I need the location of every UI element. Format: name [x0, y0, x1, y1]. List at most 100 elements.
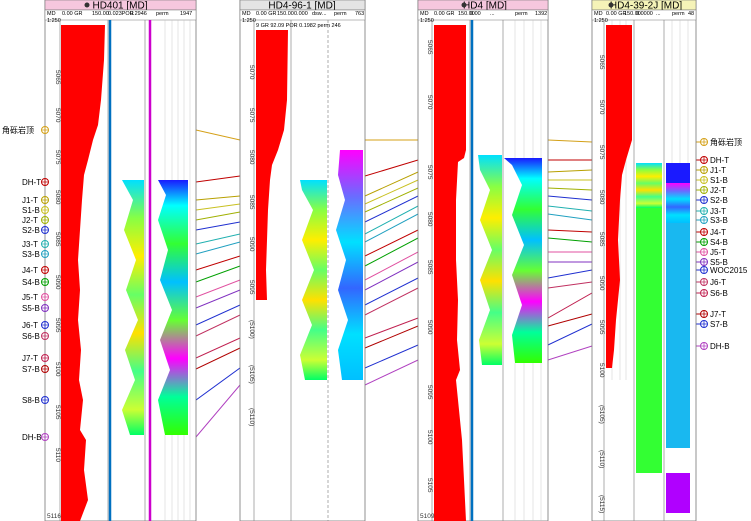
marker-label-left[interactable]: J1-T — [22, 196, 49, 205]
svg-text:150.00: 150.00 — [277, 11, 294, 17]
marker-name: J4-T — [710, 228, 726, 237]
well-track-hd4-96-1[interactable]: HD4-96-1 [MD] MD 0.00 GR 150.00 0.000 ds… — [239, 0, 366, 521]
gr-curve-hd4-39-2j — [606, 25, 632, 368]
marker-name: J4-T — [22, 266, 38, 275]
marker-name: J6-T — [710, 278, 726, 287]
marker-name: DH-B — [22, 433, 42, 442]
well-track-hd4[interactable]: HD4 [MD] MD 0.00 GR 150.00 0.00 ... perm… — [417, 0, 549, 521]
svg-text:...: ... — [322, 11, 327, 17]
marker-label-right[interactable]: J7-T — [700, 310, 727, 319]
marker-label-left[interactable]: J4-T — [22, 266, 49, 275]
marker-label-right[interactable]: S7-B — [700, 320, 728, 329]
well-symbol-icon — [461, 2, 467, 8]
marker-name: J5-T — [710, 248, 726, 257]
marker-label-left[interactable]: J7-T — [22, 354, 49, 363]
svg-text:5075: 5075 — [598, 145, 605, 160]
marker-label-left[interactable]: S7-B — [22, 365, 49, 374]
svg-text:1392: 1392 — [535, 11, 547, 17]
svg-text:(5100): (5100) — [248, 320, 255, 339]
track-header-hd401: MD 0.00 GR 150.00 0.023POR 0.2946 perm 1… — [47, 11, 192, 24]
marker-label-right[interactable]: S3-B — [700, 216, 728, 225]
marker-label-left[interactable]: 角砾岩顶 — [2, 125, 49, 135]
marker-label-right[interactable]: WOC2015 — [700, 266, 748, 275]
marker-name: 角砾岩顶 — [2, 125, 34, 135]
marker-name: S3-B — [710, 216, 728, 225]
marker-name: J7-T — [22, 354, 38, 363]
marker-label-left[interactable]: S5-B — [22, 304, 49, 313]
svg-text:0.00: 0.00 — [470, 11, 481, 17]
well-track-hd4-39-2j[interactable]: HD4-39-2J [MD] MD 0.00 GR 150.00 0.0000 … — [591, 0, 697, 521]
svg-text:5090: 5090 — [426, 320, 433, 335]
svg-text:5065: 5065 — [598, 55, 605, 70]
marker-label-left[interactable]: DH-B — [22, 433, 49, 442]
marker-label-right[interactable]: J2-T — [700, 186, 727, 195]
depth-scale-hd4-96-1: 5070 5075 5080 5085 5090 5095 (5100) (51… — [248, 65, 255, 426]
marker-label-right[interactable]: J4-T — [700, 228, 727, 237]
marker-label-right[interactable]: J6-T — [700, 278, 727, 287]
marker-name: S5-B — [710, 258, 728, 267]
marker-label-right[interactable]: S5-B — [700, 258, 728, 267]
correlation-line — [45, 129, 700, 143]
marker-label-right[interactable]: DH-T — [700, 156, 730, 165]
marker-label-right[interactable]: S4-B — [700, 238, 728, 247]
well-track-hd401[interactable]: HD401 [MD] MD 0.00 GR 150.00 0.023POR 0.… — [44, 0, 197, 521]
marker-name: S3-B — [22, 250, 40, 259]
svg-text:1:250: 1:250 — [242, 18, 256, 24]
marker-label-left[interactable]: S8-B — [22, 396, 49, 405]
marker-label-right[interactable]: S1-B — [700, 176, 728, 185]
svg-text:5080: 5080 — [248, 150, 255, 165]
correlation-line — [45, 281, 700, 337]
marker-label-left[interactable]: S1-B — [22, 206, 49, 215]
marker-name: J3-T — [22, 240, 38, 249]
svg-text:5090: 5090 — [248, 237, 255, 252]
marker-label-left[interactable]: S2-B — [22, 226, 49, 235]
marker-label-right[interactable]: 角砾岩顶 — [700, 137, 743, 147]
marker-label-left[interactable]: J2-T — [22, 216, 49, 225]
marker-name: DH-T — [710, 156, 729, 165]
svg-text:5075: 5075 — [54, 150, 61, 165]
marker-name: S2-B — [710, 196, 728, 205]
marker-label-right[interactable]: J1-T — [700, 166, 727, 175]
marker-name: 角砾岩顶 — [710, 137, 742, 147]
svg-text:0.00 GR: 0.00 GR — [256, 11, 277, 17]
marker-name: DH-T — [22, 178, 41, 187]
marker-name: S5-B — [22, 304, 40, 313]
track-header-hd4-96-1: MD 0.00 GR 150.00 0.000 dsw ... perm 763… — [242, 11, 364, 24]
svg-text:5105: 5105 — [426, 478, 433, 493]
svg-text:MD: MD — [420, 11, 429, 17]
svg-text:(5115): (5115) — [598, 495, 605, 513]
marker-label-right[interactable]: DH-B — [700, 342, 730, 351]
svg-text:5065: 5065 — [54, 70, 61, 85]
marker-label-left[interactable]: J6-T — [22, 321, 49, 330]
marker-label-right[interactable]: J3-T — [700, 207, 727, 216]
marker-label-right[interactable]: J5-T — [700, 248, 727, 257]
svg-text:0.0000: 0.0000 — [636, 11, 653, 17]
svg-text:1947: 1947 — [180, 11, 192, 17]
svg-text:perm: perm — [672, 11, 685, 17]
svg-text:0.2946: 0.2946 — [130, 11, 147, 17]
marker-label-right[interactable]: S2-B — [700, 196, 728, 205]
svg-text:5090: 5090 — [54, 275, 61, 290]
svg-text:0.00 GR: 0.00 GR — [606, 11, 627, 17]
svg-text:1:250: 1:250 — [420, 18, 434, 24]
marker-name: J2-T — [710, 186, 726, 195]
svg-text:5085: 5085 — [598, 232, 605, 247]
marker-label-right[interactable]: S6-B — [700, 289, 728, 298]
svg-text:5095: 5095 — [598, 320, 605, 335]
svg-text:perm: perm — [334, 11, 347, 17]
correlation-line — [45, 251, 700, 298]
marker-label-left[interactable]: S4-B — [22, 278, 49, 287]
correlation-line — [45, 187, 700, 221]
svg-text:5090: 5090 — [598, 276, 605, 291]
marker-label-left[interactable]: DH-T — [22, 178, 49, 187]
marker-label-left[interactable]: S3-B — [22, 250, 49, 259]
svg-text:...: ... — [490, 11, 495, 17]
correlation-line — [45, 195, 700, 231]
gr-curve-hd4-96-1 — [256, 30, 288, 300]
marker-label-left[interactable]: J5-T — [22, 293, 49, 302]
left-marker-labels: 角砾岩顶 DH-T J1-TS1-BJ2-TS2-B J3-TS3-B J4-T S4-B… — [2, 125, 49, 442]
svg-text:5085: 5085 — [54, 232, 61, 247]
marker-label-left[interactable]: S6-B — [22, 332, 49, 341]
marker-label-left[interactable]: J3-T — [22, 240, 49, 249]
svg-text:5070: 5070 — [248, 65, 255, 80]
